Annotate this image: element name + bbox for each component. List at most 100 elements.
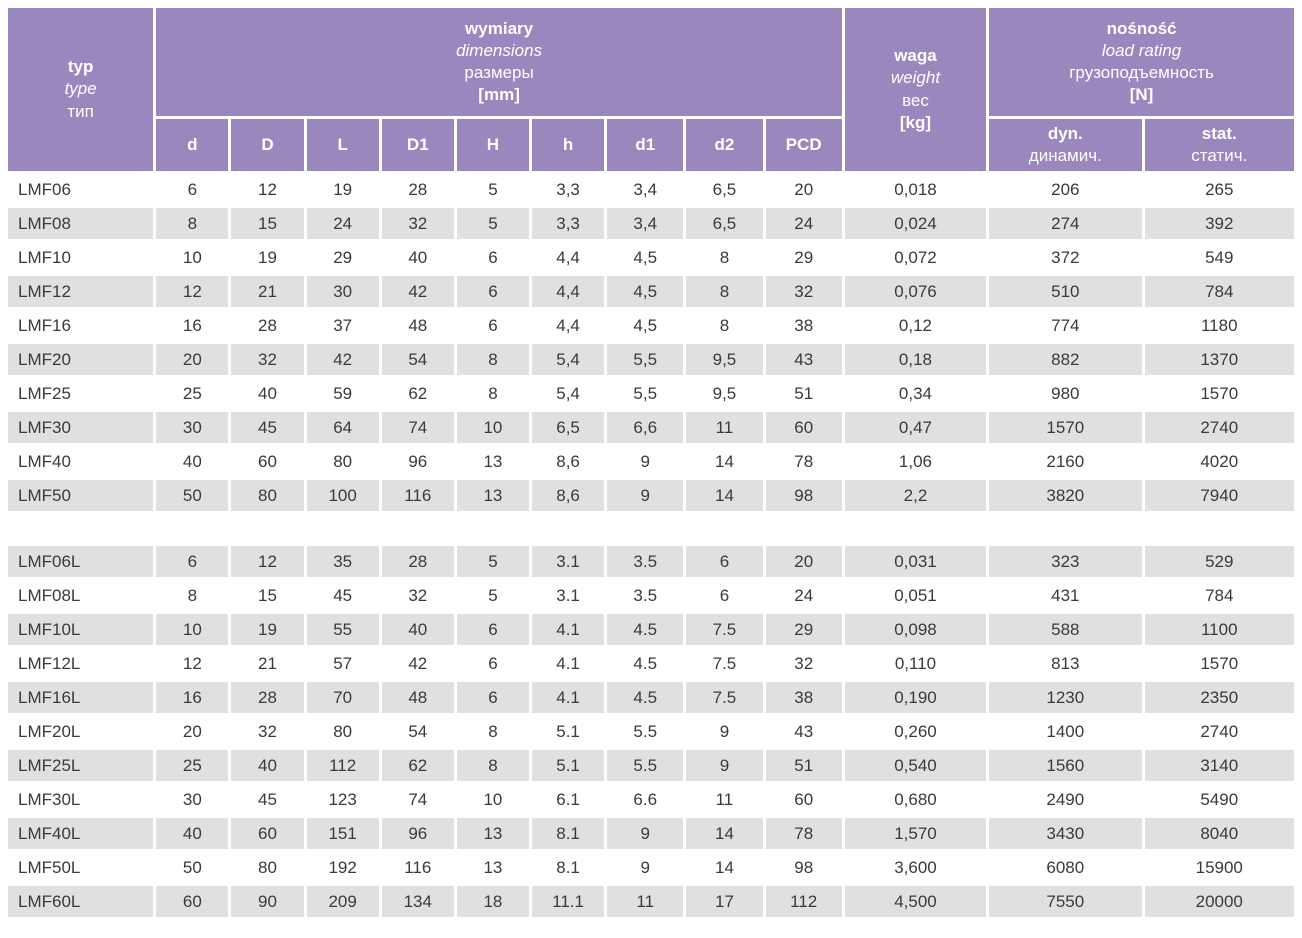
cell-typ: LMF60L [8,886,154,917]
cell-d1: 74 [381,412,454,443]
column-header-d1: d1 [607,119,684,171]
cell-dyn: 2490 [989,784,1142,815]
column-header-weight: waga weight вес [kg] [844,8,987,171]
cell-pcd: 38 [765,310,842,341]
cell-d: 25 [156,750,229,781]
cell-dyn: 1560 [989,750,1142,781]
table-row: LMF30 30 45 64 74 10 6,5 6,6 11 60 0,47 1570 2740 [8,412,1294,443]
table-body: LMF06 6 12 19 28 5 3,3 3,4 6,5 20 0,018 206 265 LMF08… [8,174,1294,917]
cell-d1: 9 [607,818,684,849]
cell-d: 40 [156,446,229,477]
cell-h: 5,4 [532,378,605,409]
cell-d1: 5,5 [607,378,684,409]
cell-l: 57 [306,648,379,679]
column-header-dyn: dyn. динамич. [989,119,1142,171]
cell-d1: 32 [381,580,454,611]
cell-d: 16 [156,310,229,341]
cell-d1: 4,5 [607,276,684,307]
cell-h: 6 [456,276,529,307]
cell-d1: 6.6 [607,784,684,815]
cell-pcd: 20 [765,174,842,205]
cell-waga: 0,34 [844,378,987,409]
cell-pcd: 51 [765,378,842,409]
cell-h: 4,4 [532,242,605,273]
column-header-h: h [532,119,605,171]
cell-h: 8 [456,378,529,409]
cell-waga: 0,031 [844,546,987,577]
cell-d1: 32 [381,208,454,239]
type-header-pl: typ [67,57,94,77]
cell-d1: 5.5 [607,750,684,781]
cell-d: 80 [231,480,304,511]
stat-header-ru: статич. [1191,146,1248,165]
cell-d1: 4.5 [607,614,684,645]
cell-l: 59 [306,378,379,409]
load-header-unit: [N] [1129,85,1154,105]
type-header-en: type [64,79,97,99]
cell-l: 19 [306,174,379,205]
cell-dyn: 813 [989,648,1142,679]
column-header-d2: d2 [686,119,763,171]
column-group-dimensions: wymiary dimensions размеры [mm] [156,8,842,116]
cell-d: 60 [231,818,304,849]
table-row: LMF40 40 60 80 96 13 8,6 9 14 78 1,06 2160 4020 [8,446,1294,477]
cell-d2: 6 [686,580,763,611]
cell-d: 10 [156,614,229,645]
cell-h: 3.1 [532,546,605,577]
table-row: LMF20 20 32 42 54 8 5,4 5,5 9,5 43 0,18 882 1370 [8,344,1294,375]
cell-stat: 2740 [1144,412,1294,443]
cell-h: 8.1 [532,852,605,883]
cell-typ: LMF50 [8,480,154,511]
cell-d1: 4.5 [607,682,684,713]
cell-dyn: 3430 [989,818,1142,849]
cell-typ: LMF30L [8,784,154,815]
section-separator [8,514,1294,543]
cell-h: 13 [456,818,529,849]
cell-pcd: 43 [765,716,842,747]
cell-d1: 42 [381,276,454,307]
cell-waga: 1,570 [844,818,987,849]
cell-d: 45 [231,784,304,815]
cell-d1: 28 [381,546,454,577]
cell-stat: 7940 [1144,480,1294,511]
cell-d1: 116 [381,480,454,511]
cell-d2: 17 [686,886,763,917]
cell-typ: LMF08 [8,208,154,239]
cell-d1: 3.5 [607,580,684,611]
cell-h: 11.1 [532,886,605,917]
cell-typ: LMF16 [8,310,154,341]
cell-d2: 9,5 [686,378,763,409]
cell-stat: 1570 [1144,378,1294,409]
cell-waga: 4,500 [844,886,987,917]
cell-h: 3,3 [532,174,605,205]
cell-h: 6 [456,614,529,645]
cell-l: 37 [306,310,379,341]
cell-stat: 20000 [1144,886,1294,917]
cell-d: 8 [156,208,229,239]
cell-stat: 1370 [1144,344,1294,375]
cell-d1: 134 [381,886,454,917]
cell-l: 24 [306,208,379,239]
cell-l: 42 [306,344,379,375]
cell-stat: 529 [1144,546,1294,577]
cell-d: 21 [231,648,304,679]
cell-h: 8,6 [532,446,605,477]
cell-d1: 5,5 [607,344,684,375]
table-row: LMF25L 25 40 112 62 8 5.1 5.5 9 51 0,540 1560 3140 [8,750,1294,781]
cell-h: 5 [456,174,529,205]
cell-waga: 0,018 [844,174,987,205]
cell-d: 19 [231,242,304,273]
cell-d1: 48 [381,310,454,341]
cell-dyn: 882 [989,344,1142,375]
cell-d1: 3.5 [607,546,684,577]
cell-l: 151 [306,818,379,849]
cell-waga: 0,072 [844,242,987,273]
cell-stat: 2740 [1144,716,1294,747]
cell-d: 6 [156,174,229,205]
cell-pcd: 29 [765,242,842,273]
cell-stat: 784 [1144,276,1294,307]
cell-pcd: 51 [765,750,842,781]
cell-l: 70 [306,682,379,713]
cell-d1: 62 [381,750,454,781]
